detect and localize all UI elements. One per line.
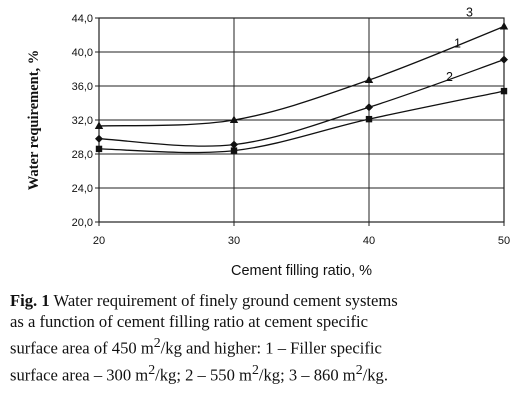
series-line-3: [98, 25, 505, 127]
point-series-2: [230, 147, 238, 154]
y-tick-label: 40,0: [72, 47, 93, 59]
series-label-3: 3: [466, 6, 473, 20]
y-tick-label: 36,0: [72, 81, 93, 93]
caption-sup: 2: [355, 361, 363, 377]
caption-line-4d: /kg.: [362, 365, 388, 385]
y-tick-label: 32,0: [72, 115, 93, 127]
caption-line-2: as a function of cement filling ratio at…: [10, 312, 369, 331]
series-label-2: 2: [446, 70, 453, 84]
figure-caption: Fig. 1 Water requirement of finely groun…: [10, 290, 522, 385]
y-tick-label: 44,0: [72, 13, 93, 25]
series-line-2: [98, 90, 505, 154]
y-tick-label: 28,0: [72, 149, 93, 161]
point-series-3: [364, 75, 374, 84]
tick-labels: 20,0 24,0 28,0 32,0 36,0 40,0 44,0 20 30 40 50: [72, 13, 511, 247]
point-series-1: [95, 134, 103, 143]
point-series-3: [94, 121, 104, 129]
x-tick-label: 30: [228, 235, 240, 247]
figure-label: Fig. 1: [10, 291, 50, 310]
series-line-1: [98, 59, 505, 147]
series-group: 1 2 3: [94, 6, 509, 154]
point-series-2: [500, 87, 508, 95]
point-series-1: [230, 140, 238, 149]
point-series-1: [500, 55, 508, 64]
point-series-3: [499, 22, 509, 30]
point-series-3: [229, 115, 239, 123]
caption-sup: 2: [148, 361, 156, 377]
point-series-2: [365, 115, 373, 123]
caption-line-4c: /kg; 3 – 860 m: [258, 365, 356, 385]
caption-line-4a: surface area – 300 m: [10, 365, 149, 385]
grid-lines: [98, 17, 505, 223]
point-series-2: [95, 145, 103, 153]
y-tick-label: 24,0: [72, 183, 93, 195]
caption-sup: 2: [251, 361, 259, 377]
y-axis-label: Water requirement, %: [26, 50, 42, 191]
x-tick-label: 40: [363, 235, 375, 247]
caption-sup: 2: [153, 335, 161, 350]
chart: 20,0 24,0 28,0 32,0 36,0 40,0 44,0 20 30 40 50 1 2 3…: [26, 6, 511, 280]
x-tick-label: 20: [93, 235, 105, 247]
caption-line-3b: /kg and higher: 1 – Filler specific: [160, 338, 382, 358]
caption-line-3a: surface area of 450 m: [10, 338, 154, 358]
y-tick-label: 20,0: [72, 217, 93, 229]
caption-line-1: Water requirement of finely ground cemen…: [49, 291, 398, 310]
plot-frame: [98, 17, 505, 223]
x-axis-label: Cement filling ratio, %: [231, 263, 372, 279]
series-label-1: 1: [454, 37, 461, 51]
caption-line-4b: /kg; 2 – 550 m: [155, 365, 252, 385]
chart-axes: [95, 17, 505, 226]
x-tick-label: 50: [498, 235, 510, 247]
point-series-1: [365, 103, 373, 112]
